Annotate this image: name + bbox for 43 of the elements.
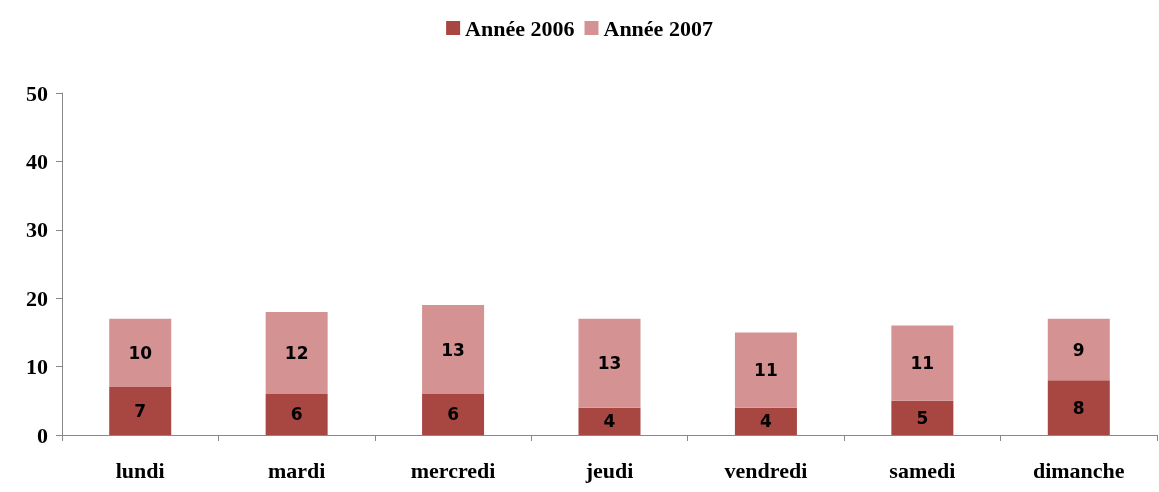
x-tick-label: vendredi: [724, 457, 808, 483]
bar: [578, 318, 641, 408]
bar: [578, 407, 641, 435]
y-tick-label: 50: [26, 80, 48, 106]
data-label: 5: [916, 407, 929, 428]
data-label: 13: [441, 339, 465, 360]
data-label: 13: [597, 353, 622, 374]
data-label: 8: [1072, 397, 1085, 418]
legend-label: Année 2006: [465, 15, 575, 41]
data-label: 9: [1072, 339, 1085, 360]
x-tick-label: mardi: [267, 457, 326, 483]
x-tick-label: dimanche: [1032, 457, 1125, 483]
data-label: 10: [128, 342, 153, 363]
data-label: 4: [760, 411, 773, 432]
legend-label: Année 2007: [603, 15, 713, 41]
y-tick-label: 10: [26, 354, 48, 380]
bar: [891, 400, 954, 435]
x-tick-label: samedi: [889, 457, 956, 483]
bar: [265, 311, 328, 394]
bar: [1047, 380, 1110, 435]
bar: [891, 325, 954, 401]
bar: [422, 305, 485, 394]
x-tick-label: lundi: [115, 457, 165, 483]
bar: [734, 407, 797, 435]
data-label: 6: [290, 404, 303, 425]
data-label: 11: [754, 360, 778, 381]
bar: [109, 318, 172, 388]
data-label: 12: [284, 342, 309, 363]
data-label: 6: [447, 404, 459, 425]
bar: [1047, 318, 1110, 381]
data-label: 7: [134, 401, 147, 422]
y-tick-label: 40: [26, 148, 48, 174]
x-tick-label: jeudi: [584, 457, 634, 483]
data-label: 11: [910, 353, 935, 374]
y-tick-label: 30: [26, 217, 48, 243]
x-tick-label: mercredi: [410, 457, 496, 483]
data-label: 4: [603, 411, 616, 432]
bar: [109, 387, 172, 435]
y-tick-label: 0: [37, 422, 48, 448]
bar: [734, 332, 797, 408]
y-tick-label: 20: [26, 285, 48, 311]
bar: [265, 393, 328, 435]
bar: [422, 393, 485, 435]
